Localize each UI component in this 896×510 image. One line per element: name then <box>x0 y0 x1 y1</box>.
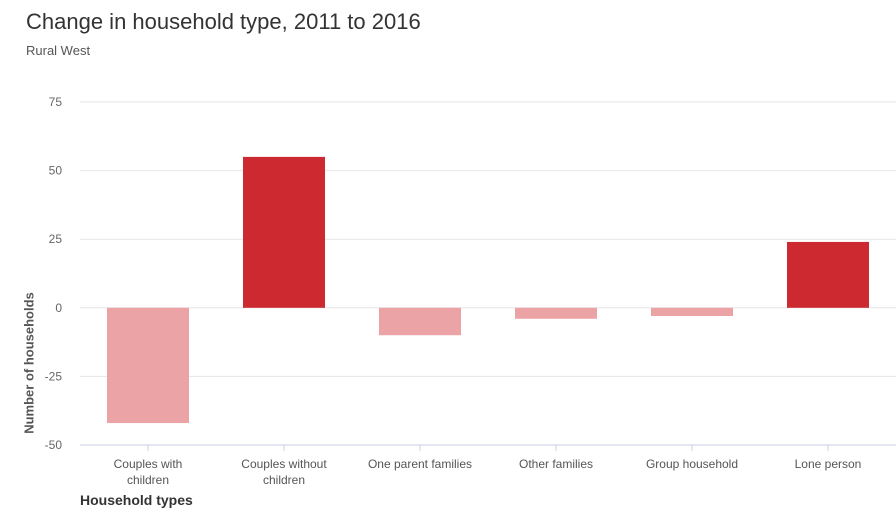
bar <box>651 307 733 317</box>
y-tick-label: 50 <box>49 164 63 178</box>
y-tick-label: -50 <box>45 438 63 452</box>
chart-title: Change in household type, 2011 to 2016 <box>26 9 421 34</box>
bar <box>243 156 325 308</box>
bar <box>107 307 189 424</box>
x-axis-label: Household types <box>80 492 193 508</box>
y-tick-label: -25 <box>45 369 63 383</box>
x-tick-label: One parent families <box>368 457 472 471</box>
x-tick-label: Group household <box>646 457 738 471</box>
y-tick-label: 0 <box>55 301 62 315</box>
y-tick-label: 75 <box>49 95 63 109</box>
x-tick-label: children <box>263 473 305 487</box>
x-tick-label: Lone person <box>795 457 862 471</box>
bar <box>379 307 461 336</box>
y-tick-label: 25 <box>49 232 63 246</box>
x-tick-label: Couples without <box>241 457 327 471</box>
bar <box>787 241 869 308</box>
x-tick-label: children <box>127 473 169 487</box>
chart-subtitle: Rural West <box>26 43 91 58</box>
bar <box>515 307 597 319</box>
x-tick-label: Couples with <box>114 457 183 471</box>
x-tick-label: Other families <box>519 457 593 471</box>
